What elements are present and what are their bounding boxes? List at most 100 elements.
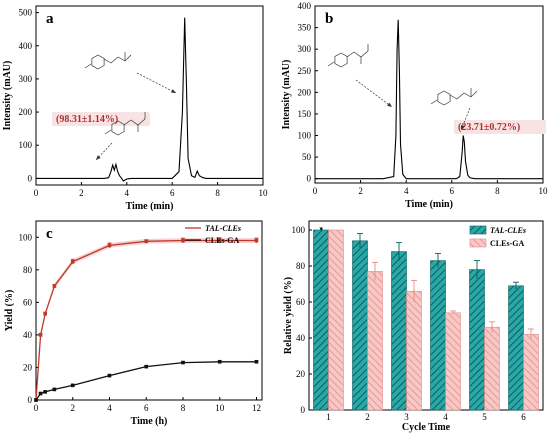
side-chain	[123, 118, 146, 126]
y-tick-label: 0	[307, 174, 312, 184]
y-tick-label: 500	[19, 8, 33, 18]
chromatogram-trace	[315, 19, 543, 180]
x-tick-label: 2	[365, 412, 370, 422]
y-tick-label: 0	[28, 173, 33, 183]
x-tick-label: 10	[259, 188, 269, 198]
y-tick-label: 250	[298, 66, 312, 76]
x-axis-label: Time (min)	[405, 199, 453, 210]
y-tick-label: 300	[19, 74, 33, 84]
yield-annotation: (23.71±0.72%)	[458, 122, 520, 133]
y-tick-label: 40	[296, 333, 306, 343]
x-tick-label: 0	[34, 188, 39, 198]
x-tick-label: 4	[125, 188, 130, 198]
x-tick-label: 6	[450, 186, 455, 196]
arrow-head	[171, 89, 176, 93]
side-chain	[346, 50, 369, 58]
x-axis-label: Cycle Time	[402, 422, 451, 433]
y-tick-label: 200	[19, 107, 33, 117]
y-axis-label: Intensity (mAU)	[2, 61, 13, 131]
y-tick-label: 60	[23, 297, 33, 307]
arrow-head	[387, 102, 392, 107]
bar-tal-cles	[391, 251, 407, 411]
y-tick-label: 80	[296, 261, 306, 271]
legend-label: CLEs-GA	[205, 236, 239, 245]
y-tick-label: 150	[298, 109, 312, 119]
x-tick-label: 6	[144, 403, 149, 413]
data-point	[34, 398, 38, 402]
y-tick-label: 100	[19, 140, 33, 150]
series-line-tal-cles	[35, 239, 257, 401]
bar-cles-ga	[328, 229, 344, 411]
x-axis-label: Time (min)	[126, 201, 174, 212]
annotation-background	[52, 112, 150, 126]
y-tick-label: 60	[296, 297, 306, 307]
x-tick-label: 3	[404, 412, 409, 422]
y-tick-label: 80	[23, 265, 33, 275]
side-chain	[103, 54, 132, 64]
bar-cles-ga	[484, 326, 500, 411]
legend-label: TAL-CLEs	[205, 224, 241, 233]
annotation-arrow	[136, 72, 177, 94]
x-tick-label: 2	[79, 188, 84, 198]
benzene-ring	[334, 52, 348, 68]
bar-tal-cles	[469, 269, 485, 411]
bar-cles-ga	[406, 290, 422, 411]
plot-frame	[35, 5, 264, 186]
arrow-head	[96, 155, 101, 160]
x-tick-label: 0	[313, 186, 318, 196]
x-tick-label: 6	[521, 412, 526, 422]
yield-curve-panel-c: 0 2 4 6 8 10 12 0 20 40 60 80 100 Time (h) Yield (%) c T…	[4, 220, 263, 427]
annotation-arrow	[460, 107, 471, 131]
legend-label: TAL-CLEs	[490, 226, 526, 235]
x-tick-label: 10	[539, 186, 549, 196]
legend-label: CLEs-GA	[490, 239, 524, 248]
recycle-bar-panel-d: 0 20 40 60 80 100 Cycle Time Relative yield (%)…	[283, 220, 544, 433]
x-tick-label: 2	[358, 186, 363, 196]
plot-frame	[314, 5, 544, 184]
y-tick-label: 0	[28, 395, 33, 405]
x-tick-label: 1	[326, 412, 331, 422]
panel-letter: c	[46, 226, 53, 242]
bar-cles-ga	[523, 334, 539, 411]
chromatogram-trace	[36, 17, 263, 182]
tyrosine-structure	[104, 112, 146, 136]
y-tick-label: 20	[23, 362, 33, 372]
y-axis-label: Yield (%)	[4, 290, 15, 332]
y-tick-label: 350	[298, 23, 312, 33]
y-tick-label: 100	[19, 232, 33, 242]
bond	[430, 99, 438, 105]
y-tick-label: 100	[292, 225, 306, 235]
x-tick-label: 4	[443, 412, 448, 422]
x-tick-label: 2	[70, 403, 75, 413]
x-tick-label: 8	[215, 188, 220, 198]
bar-cles-ga	[445, 312, 461, 411]
y-tick-label: 300	[298, 44, 312, 54]
y-tick-label: 200	[298, 87, 312, 97]
x-tick-label: 4	[404, 186, 409, 196]
x-tick-label: 5	[482, 412, 487, 422]
arrow-head	[460, 125, 465, 130]
y-tick-label: 400	[19, 41, 33, 51]
annotation-arrow	[355, 79, 393, 108]
x-tick-label: 8	[181, 403, 186, 413]
y-tick-label: 100	[298, 131, 312, 141]
x-tick-label: 6	[170, 188, 175, 198]
yield-annotation: (98.31±1.14%)	[56, 114, 118, 125]
bond	[104, 129, 112, 135]
plot-frame	[308, 220, 544, 411]
y-tick-label: 0	[301, 405, 306, 415]
benzene-ring	[437, 90, 451, 106]
annotation-background	[454, 120, 546, 134]
bar-tal-cles	[430, 260, 446, 411]
legend-swatch	[469, 225, 487, 235]
x-tick-label: 12	[252, 403, 261, 413]
bar-tal-cles	[508, 285, 524, 411]
x-tick-label: 8	[495, 186, 500, 196]
y-tick-label: 20	[296, 369, 306, 379]
bond	[84, 63, 92, 69]
x-tick-label: 10	[215, 403, 225, 413]
x-axis-label: Time (h)	[131, 416, 168, 427]
y-tick-label: 400	[298, 1, 312, 11]
series-line-cles-ga	[35, 361, 257, 401]
